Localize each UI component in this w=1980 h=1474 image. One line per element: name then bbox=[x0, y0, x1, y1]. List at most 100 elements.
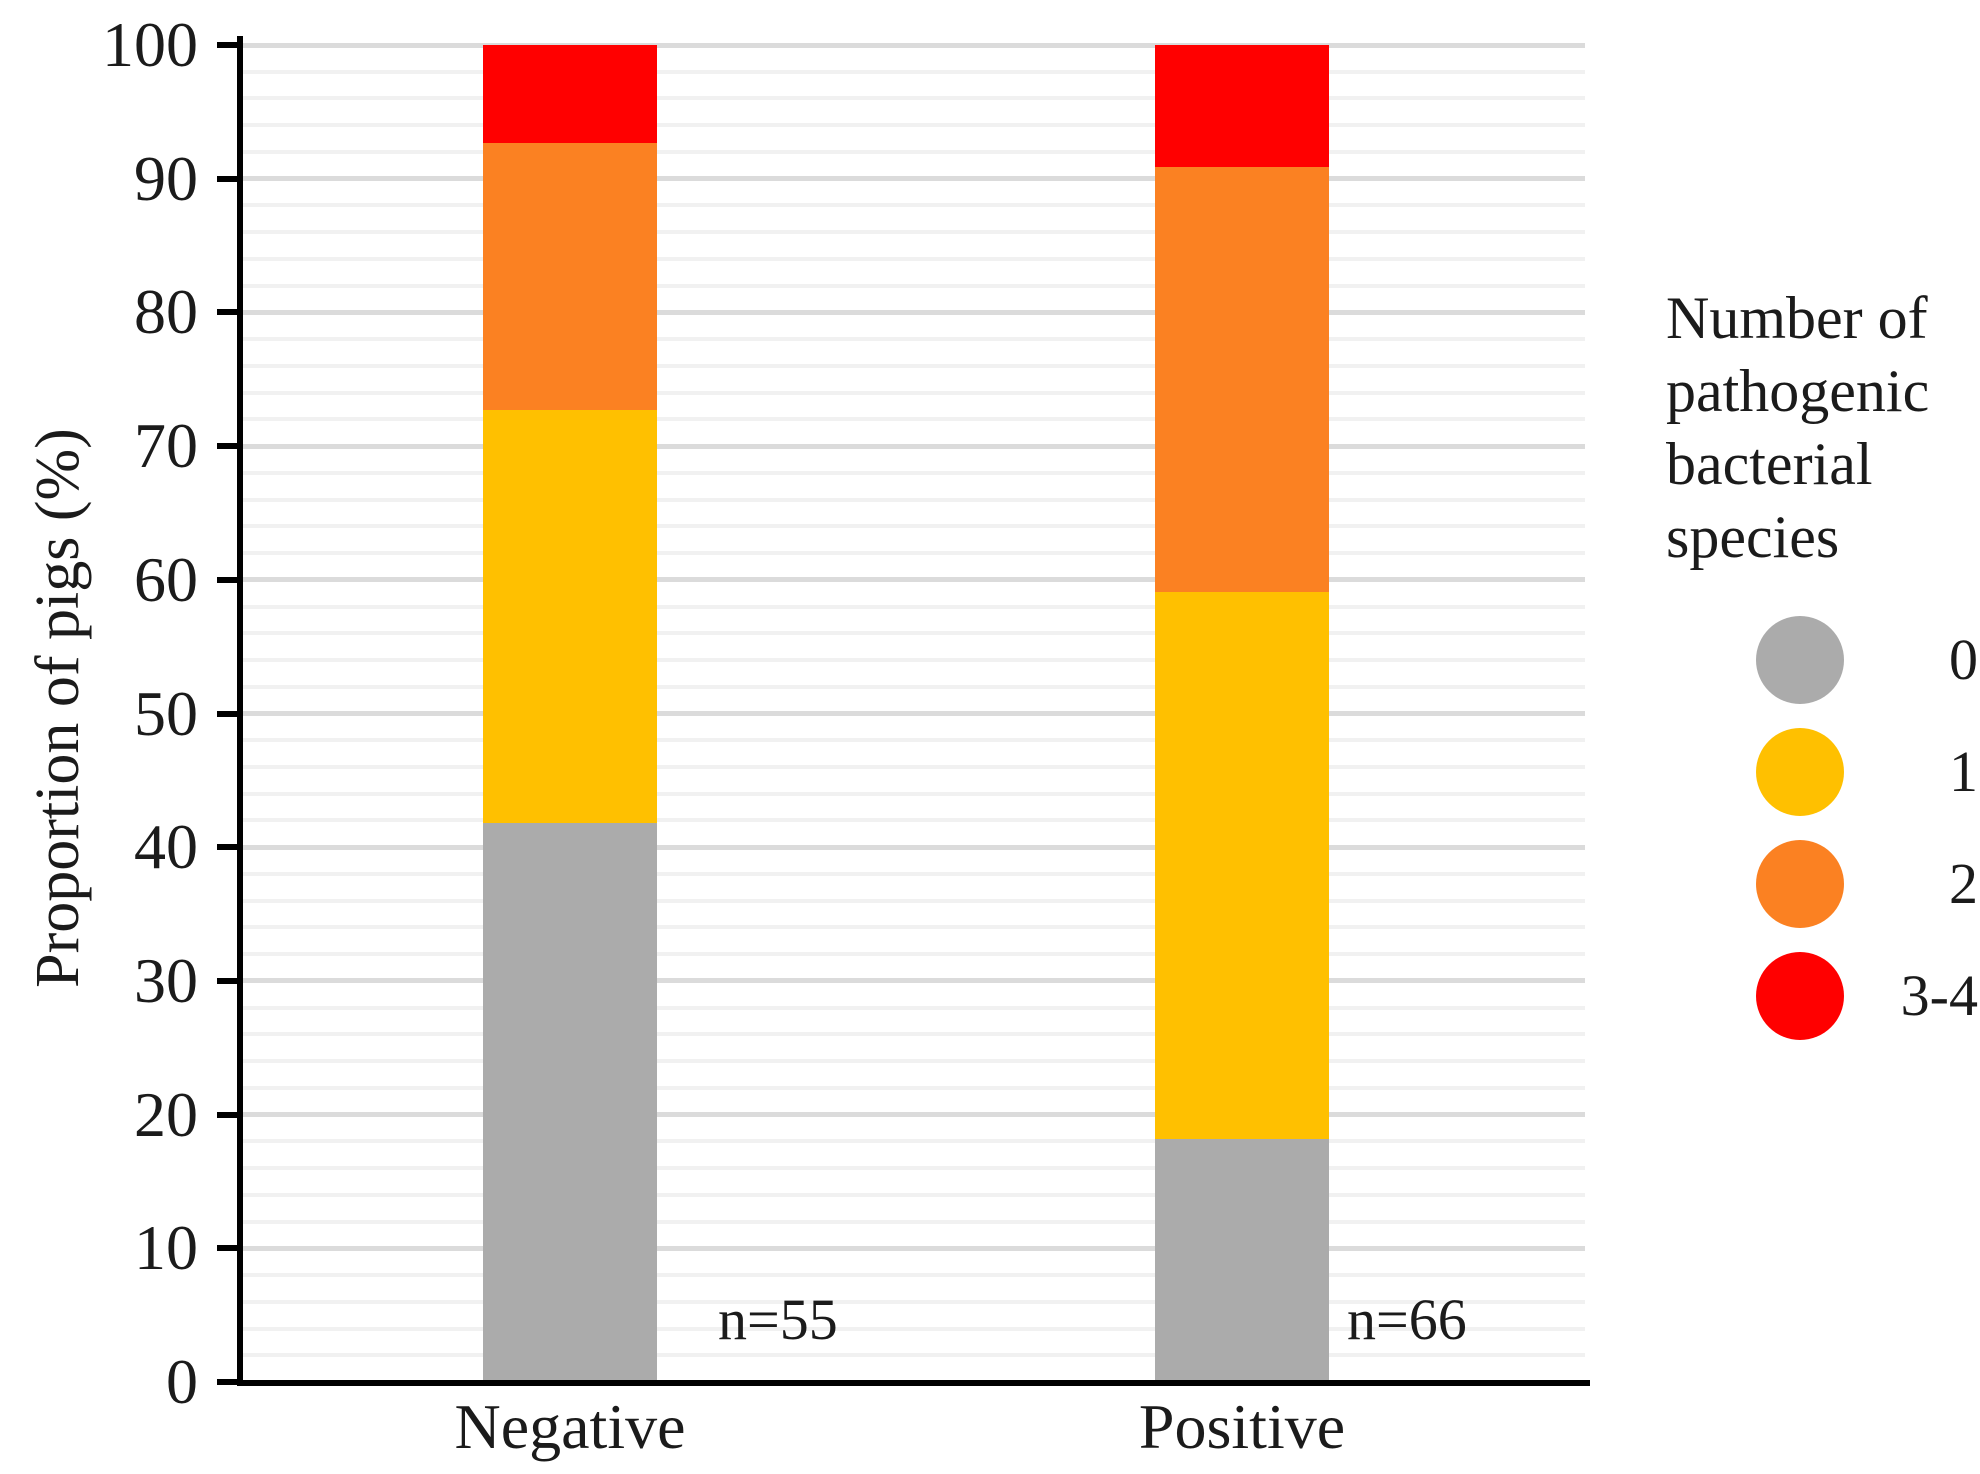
gridline-minor-78 bbox=[243, 337, 1585, 342]
bar-positive-segment-1 bbox=[1155, 591, 1329, 1139]
gridline-minor-58 bbox=[243, 604, 1585, 609]
gridline-minor-54 bbox=[243, 658, 1585, 663]
gridline-minor-94 bbox=[243, 123, 1585, 128]
gridline-minor-76 bbox=[243, 363, 1585, 368]
legend-marker-1 bbox=[1756, 728, 1844, 816]
bar-negative-segment-1 bbox=[483, 410, 657, 824]
gridline-minor-38 bbox=[243, 871, 1585, 876]
legend-marker-0 bbox=[1756, 616, 1844, 704]
y-tick-0 bbox=[217, 1379, 237, 1385]
bar-negative-segment-3-4 bbox=[483, 45, 657, 143]
gridline-minor-16 bbox=[243, 1166, 1585, 1171]
y-tick-label-80: 80 bbox=[134, 276, 198, 348]
gridline-minor-12 bbox=[243, 1219, 1585, 1224]
gridline-major-50 bbox=[243, 711, 1585, 716]
legend-label-0: 0 bbox=[1949, 627, 1978, 692]
legend-title-line-3: bacterial bbox=[1666, 431, 1873, 497]
gridline-minor-92 bbox=[243, 149, 1585, 154]
gridline-minor-22 bbox=[243, 1085, 1585, 1090]
gridline-minor-18 bbox=[243, 1139, 1585, 1144]
gridline-minor-46 bbox=[243, 764, 1585, 769]
gridline-minor-98 bbox=[243, 69, 1585, 74]
gridline-minor-14 bbox=[243, 1192, 1585, 1197]
gridline-major-100 bbox=[243, 42, 1585, 48]
y-tick-label-0: 0 bbox=[166, 1346, 198, 1417]
y-tick-label-50: 50 bbox=[134, 677, 198, 749]
gridline-major-30 bbox=[243, 978, 1585, 984]
gridline-minor-44 bbox=[243, 791, 1585, 796]
gridline-minor-86 bbox=[243, 230, 1585, 235]
bar-negative-segment-0 bbox=[483, 823, 657, 1382]
x-axis-line bbox=[237, 1380, 1590, 1386]
gridline-minor-66 bbox=[243, 497, 1585, 502]
legend-marker-3-4 bbox=[1756, 952, 1844, 1040]
y-tick-label-70: 70 bbox=[134, 410, 198, 482]
legend-title-line-1: Number of bbox=[1666, 285, 1928, 351]
bar-negative-segment-2 bbox=[483, 142, 657, 410]
sample-size-annotation-positive: n=66 bbox=[1347, 1287, 1467, 1352]
legend-title-line-2: pathogenic bbox=[1666, 358, 1930, 424]
gridline-minor-36 bbox=[243, 898, 1585, 903]
gridline-minor-26 bbox=[243, 1032, 1585, 1037]
gridline-minor-84 bbox=[243, 256, 1585, 261]
legend-marker-2 bbox=[1756, 840, 1844, 928]
y-tick-label-20: 20 bbox=[134, 1078, 198, 1150]
bar-positive-segment-0 bbox=[1155, 1138, 1329, 1382]
y-tick-label-90: 90 bbox=[134, 142, 198, 214]
gridline-minor-2 bbox=[243, 1353, 1585, 1358]
gridline-major-70 bbox=[243, 443, 1585, 449]
sample-size-annotation-negative: n=55 bbox=[718, 1287, 838, 1352]
bar-positive-segment-3-4 bbox=[1155, 45, 1329, 167]
x-category-label-negative: Negative bbox=[454, 1391, 686, 1462]
gridline-minor-34 bbox=[243, 925, 1585, 930]
y-tick-70 bbox=[217, 443, 237, 450]
gridline-minor-96 bbox=[243, 96, 1585, 101]
gridline-minor-56 bbox=[243, 631, 1585, 636]
gridline-minor-48 bbox=[243, 738, 1585, 743]
y-tick-label-100: 100 bbox=[102, 9, 198, 80]
gridline-major-20 bbox=[243, 1112, 1585, 1118]
gridline-minor-42 bbox=[243, 818, 1585, 823]
gridline-minor-6 bbox=[243, 1299, 1585, 1304]
legend-label-2: 2 bbox=[1949, 851, 1978, 916]
y-tick-label-30: 30 bbox=[134, 944, 198, 1016]
y-tick-90 bbox=[217, 175, 237, 182]
gridline-minor-64 bbox=[243, 524, 1585, 529]
bar-positive-segment-2 bbox=[1155, 166, 1329, 592]
y-tick-20 bbox=[217, 1111, 237, 1118]
gridline-minor-28 bbox=[243, 1005, 1585, 1010]
y-tick-100 bbox=[217, 42, 237, 48]
gridline-minor-52 bbox=[243, 684, 1585, 689]
y-tick-10 bbox=[217, 1245, 237, 1252]
y-axis-line bbox=[237, 36, 243, 1386]
gridline-major-60 bbox=[243, 577, 1585, 583]
y-tick-50 bbox=[217, 710, 237, 717]
legend-title: Number of pathogenic bacterial species bbox=[1666, 282, 1929, 574]
gridline-major-40 bbox=[243, 844, 1585, 850]
legend-label-1: 1 bbox=[1949, 739, 1978, 804]
gridline-major-90 bbox=[243, 176, 1585, 182]
gridline-minor-4 bbox=[243, 1326, 1585, 1331]
y-tick-60 bbox=[217, 576, 237, 583]
gridline-minor-24 bbox=[243, 1059, 1585, 1064]
y-tick-label-10: 10 bbox=[134, 1212, 198, 1284]
gridline-minor-74 bbox=[243, 390, 1585, 395]
y-tick-label-60: 60 bbox=[134, 543, 198, 615]
y-tick-80 bbox=[217, 309, 237, 316]
gridline-major-80 bbox=[243, 309, 1585, 315]
gridline-minor-82 bbox=[243, 283, 1585, 288]
y-tick-30 bbox=[217, 977, 237, 984]
legend-label-3-4: 3-4 bbox=[1900, 963, 1978, 1028]
gridline-minor-62 bbox=[243, 551, 1585, 556]
legend-title-line-4: species bbox=[1666, 504, 1840, 570]
y-tick-40 bbox=[217, 844, 237, 851]
gridline-minor-8 bbox=[243, 1273, 1585, 1278]
gridline-minor-72 bbox=[243, 417, 1585, 422]
x-category-label-positive: Positive bbox=[1138, 1391, 1346, 1462]
gridline-minor-68 bbox=[243, 470, 1585, 475]
y-tick-label-40: 40 bbox=[134, 811, 198, 883]
gridline-minor-32 bbox=[243, 952, 1585, 957]
gridline-major-10 bbox=[243, 1245, 1585, 1251]
gridline-minor-88 bbox=[243, 203, 1585, 208]
